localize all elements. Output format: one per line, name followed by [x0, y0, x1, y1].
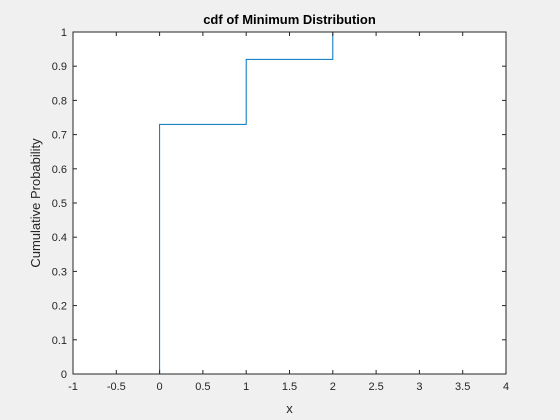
- x-axis: -1 -0.5 0 0.5 1 1.5 2 2.5 3 3.5 4: [68, 32, 509, 393]
- y-tick-label: 0.8: [52, 95, 67, 107]
- y-tick-label: 0.5: [52, 198, 67, 210]
- y-tick-label: 0.6: [52, 164, 67, 176]
- y-tick-label: 0.4: [52, 232, 67, 244]
- cdf-stairs-line: [73, 31, 506, 375]
- x-tick-label: -0.5: [107, 381, 126, 393]
- y-tick-label: 0.3: [52, 266, 67, 278]
- x-tick-label: 4: [503, 381, 509, 393]
- x-tick-label: 1: [243, 381, 249, 393]
- x-tick-label: 1.5: [282, 381, 297, 393]
- y-axis: 0 0.1 0.2 0.3 0.4 0.5 0.6 0.7 0.8 0.9 1: [52, 27, 506, 381]
- x-tick-label: 3: [416, 381, 422, 393]
- x-tick-label: 0.5: [195, 381, 210, 393]
- plot-area: [73, 32, 506, 374]
- y-tick-label: 1: [61, 27, 67, 39]
- y-tick-label: 0.9: [52, 61, 67, 73]
- chart-title: cdf of Minimum Distribution: [203, 12, 376, 27]
- y-tick-label: 0.7: [52, 130, 67, 142]
- y-tick-label: 0.1: [52, 335, 67, 347]
- x-tick-label: 3.5: [455, 381, 470, 393]
- x-tick-label: 2.5: [368, 381, 383, 393]
- x-tick-label: 0: [157, 381, 163, 393]
- y-axis-label: Cumulative Probability: [28, 138, 43, 268]
- y-tick-label: 0.2: [52, 301, 67, 313]
- x-tick-label: 2: [330, 381, 336, 393]
- x-axis-label: x: [286, 401, 293, 416]
- x-tick-label: -1: [68, 381, 78, 393]
- y-tick-label: 0: [61, 369, 67, 381]
- series-layer: [73, 31, 506, 375]
